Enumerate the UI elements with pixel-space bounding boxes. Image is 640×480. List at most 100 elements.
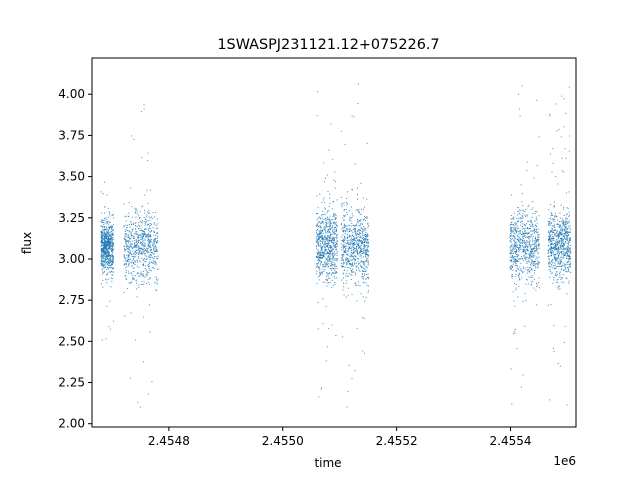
- data-point: [551, 234, 553, 236]
- data-point: [565, 268, 567, 270]
- data-point: [103, 233, 105, 234]
- data-point: [518, 213, 520, 215]
- data-point: [138, 246, 140, 248]
- data-point: [517, 296, 519, 298]
- data-point: [516, 223, 517, 225]
- data-point: [325, 265, 327, 267]
- data-point: [125, 215, 127, 217]
- data-point: [149, 261, 151, 263]
- data-point: [334, 258, 336, 260]
- data-point: [536, 211, 538, 213]
- data-point: [526, 256, 528, 258]
- data-point: [145, 251, 147, 253]
- data-point: [350, 239, 352, 241]
- data-point: [555, 267, 557, 269]
- data-point: [327, 230, 329, 232]
- data-point: [108, 260, 110, 262]
- data-point: [101, 225, 103, 227]
- data-point: [157, 283, 159, 285]
- data-point: [323, 262, 325, 263]
- data-point: [528, 233, 530, 234]
- data-point: [106, 221, 108, 223]
- data-point: [126, 245, 128, 247]
- data-point: [358, 258, 360, 260]
- data-point: [510, 215, 512, 216]
- data-point: [548, 241, 550, 243]
- data-point: [137, 252, 139, 254]
- data-point: [535, 267, 537, 269]
- data-point: [340, 197, 342, 198]
- data-point: [142, 264, 144, 266]
- data-point: [367, 246, 368, 248]
- data-point: [316, 233, 318, 235]
- data-point: [148, 256, 150, 258]
- data-point: [324, 250, 326, 252]
- data-point: [317, 207, 319, 209]
- data-point: [559, 285, 560, 287]
- data-point: [517, 246, 519, 248]
- data-point: [526, 261, 528, 263]
- data-point: [528, 241, 530, 243]
- data-point: [341, 279, 343, 281]
- data-point: [155, 282, 157, 284]
- data-point: [524, 257, 526, 259]
- data-point: [131, 216, 133, 218]
- data-point: [537, 235, 538, 237]
- data-point: [317, 263, 318, 265]
- data-point: [560, 221, 562, 223]
- data-point: [363, 264, 365, 266]
- data-point: [139, 253, 141, 255]
- data-point: [550, 262, 551, 264]
- data-point: [534, 243, 536, 245]
- data-point: [328, 275, 330, 277]
- data-point: [109, 241, 111, 243]
- data-point: [511, 254, 513, 256]
- data-point: [103, 253, 105, 255]
- data-point: [128, 264, 130, 266]
- data-point: [550, 248, 551, 250]
- data-point: [350, 254, 352, 256]
- data-point: [139, 236, 141, 238]
- data-point: [349, 261, 350, 263]
- data-point: [559, 261, 561, 262]
- data-point: [133, 271, 135, 272]
- data-point: [567, 231, 569, 232]
- data-point: [513, 217, 515, 219]
- data-point: [109, 266, 111, 268]
- data-point: [321, 201, 323, 203]
- data-point: [147, 224, 149, 226]
- data-point: [512, 249, 514, 251]
- data-point: [518, 217, 520, 219]
- data-point: [513, 243, 515, 245]
- data-point: [109, 265, 111, 266]
- data-point: [141, 243, 143, 245]
- data-point: [105, 240, 107, 242]
- data-point: [359, 261, 361, 263]
- data-point: [557, 263, 559, 265]
- data-point: [517, 248, 519, 250]
- data-point: [560, 232, 561, 234]
- data-point: [538, 247, 540, 249]
- data-point: [363, 250, 365, 252]
- data-point: [350, 265, 352, 267]
- data-point: [126, 260, 128, 261]
- data-point: [561, 239, 562, 241]
- data-point: [361, 243, 363, 244]
- data-point: [531, 262, 532, 264]
- data-point: [323, 228, 325, 230]
- data-point: [524, 268, 526, 270]
- data-point: [357, 252, 359, 254]
- data-point: [515, 227, 517, 229]
- data-point: [356, 232, 358, 234]
- data-point: [538, 243, 540, 245]
- data-point: [317, 91, 318, 93]
- data-point: [515, 287, 517, 289]
- data-point: [152, 262, 154, 264]
- data-point: [515, 289, 517, 291]
- data-point: [148, 251, 150, 253]
- data-point: [361, 240, 362, 242]
- data-point: [150, 236, 152, 238]
- data-point: [151, 261, 153, 263]
- data-point: [111, 253, 113, 255]
- data-point: [109, 244, 110, 246]
